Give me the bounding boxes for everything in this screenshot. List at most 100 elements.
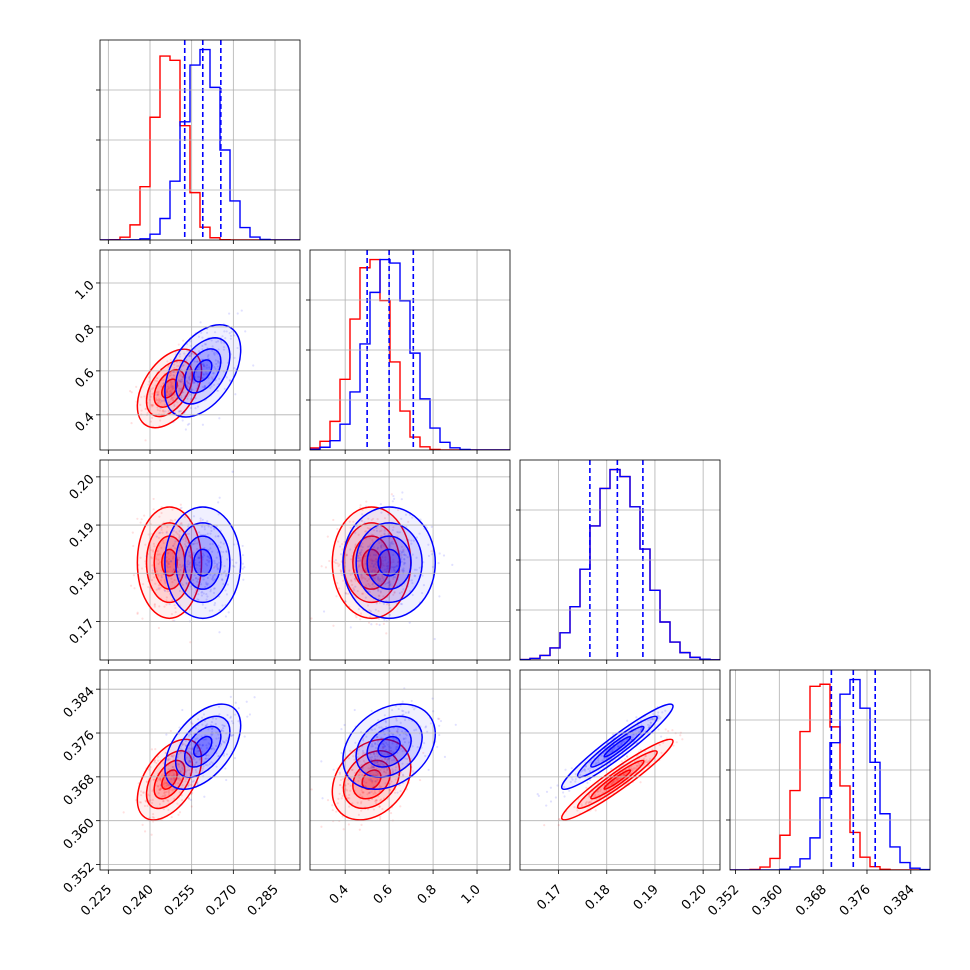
- sample-point: [211, 575, 215, 578]
- sample-point: [438, 595, 441, 598]
- sample-point: [155, 379, 158, 383]
- sample-point: [235, 561, 238, 564]
- sample-point: [137, 782, 140, 785]
- sample-point: [224, 337, 227, 340]
- sample-point: [180, 409, 183, 413]
- sample-point: [380, 545, 383, 548]
- sample-point: [143, 830, 147, 833]
- sample-point: [438, 717, 441, 720]
- sample-point: [192, 779, 195, 782]
- sample-point: [200, 358, 203, 361]
- sample-point: [232, 733, 235, 737]
- sample-point: [178, 534, 181, 537]
- sample-point: [182, 363, 185, 367]
- sample-point: [150, 405, 153, 408]
- sample-point: [383, 753, 386, 756]
- sample-point: [189, 565, 192, 569]
- sample-point: [197, 589, 200, 592]
- sample-point: [207, 549, 210, 552]
- sample-point: [387, 757, 390, 761]
- sample-point: [165, 559, 168, 562]
- sample-point: [180, 522, 183, 525]
- sample-point: [150, 557, 153, 560]
- sample-point: [353, 577, 357, 580]
- sample-point: [388, 580, 391, 584]
- sample-point: [169, 390, 172, 393]
- sample-point: [360, 519, 363, 522]
- sample-point: [176, 762, 179, 765]
- sample-point: [216, 340, 220, 343]
- sample-point: [378, 805, 381, 808]
- sample-point: [644, 754, 648, 758]
- x-tick-label: 0.240: [120, 882, 157, 919]
- sample-point: [391, 542, 395, 545]
- sample-point: [198, 758, 201, 761]
- sample-point: [390, 749, 393, 752]
- sample-point: [340, 569, 343, 573]
- sample-point: [211, 747, 215, 750]
- sample-point: [151, 801, 154, 805]
- sample-point: [201, 744, 204, 747]
- sample-point: [156, 398, 159, 402]
- sample-point: [615, 778, 618, 781]
- sample-point: [376, 760, 379, 763]
- sample-point: [369, 766, 373, 769]
- sample-point: [229, 716, 232, 719]
- sample-point: [415, 536, 418, 539]
- sample-point: [358, 552, 362, 555]
- sample-point: [433, 637, 436, 641]
- sample-point: [187, 761, 190, 764]
- sample-point: [401, 762, 404, 765]
- sample-point: [389, 582, 392, 586]
- sample-point: [183, 743, 186, 746]
- sample-point: [195, 547, 199, 551]
- sample-point: [170, 373, 173, 377]
- sample-point: [410, 542, 413, 545]
- sample-point: [144, 543, 147, 546]
- sample-point: [167, 783, 170, 786]
- sample-point: [354, 577, 357, 580]
- sample-point: [635, 764, 638, 768]
- sample-point: [377, 610, 380, 613]
- sample-point: [224, 589, 227, 592]
- sample-point: [194, 577, 197, 580]
- sample-point: [597, 761, 600, 764]
- sample-point: [646, 760, 649, 764]
- sample-point: [402, 528, 406, 531]
- x-tick-label: 0.19: [631, 882, 662, 913]
- sample-point: [648, 759, 651, 762]
- sample-point: [170, 789, 173, 792]
- sample-point: [228, 379, 231, 382]
- sample-point: [358, 556, 361, 559]
- sample-point: [189, 751, 192, 754]
- sample-point: [179, 380, 182, 383]
- sample-point: [411, 705, 414, 709]
- sample-point: [160, 511, 163, 515]
- sample-point: [399, 789, 402, 793]
- sample-point: [372, 529, 376, 532]
- panel-frame: [99, 39, 301, 241]
- sample-point: [611, 782, 614, 785]
- sample-point: [383, 517, 387, 520]
- x-tick-label: 0.376: [837, 882, 874, 919]
- sample-point: [200, 591, 203, 594]
- sample-point: [211, 576, 215, 579]
- sample-point: [379, 737, 382, 741]
- sample-point: [345, 554, 348, 557]
- sample-point: [189, 784, 193, 787]
- sample-point: [173, 777, 176, 780]
- y-tick-label: 0.19: [67, 520, 98, 551]
- sample-point: [219, 550, 222, 553]
- sample-point: [630, 767, 633, 770]
- sample-point: [377, 763, 380, 766]
- sample-point: [185, 380, 189, 383]
- sample-point: [139, 521, 142, 524]
- sample-point: [324, 566, 328, 569]
- sample-point: [155, 588, 158, 591]
- sample-point: [171, 573, 174, 576]
- sample-point: [385, 568, 388, 571]
- sample-point: [358, 760, 361, 763]
- sample-point: [336, 540, 340, 543]
- sample-point: [166, 525, 169, 528]
- sample-point: [439, 719, 443, 723]
